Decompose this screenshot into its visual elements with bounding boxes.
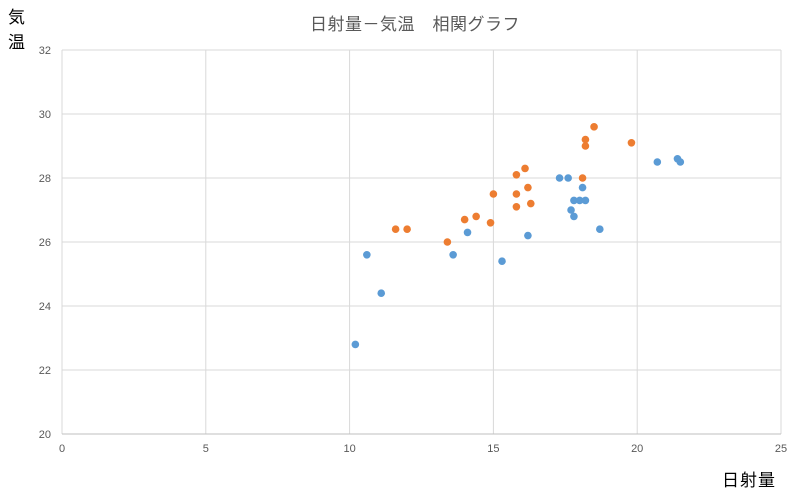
y-axis-label: 気温 xyxy=(8,8,25,53)
data-point-series2 xyxy=(403,225,411,233)
data-point-series1 xyxy=(575,196,584,205)
y-tick-label: 30 xyxy=(39,109,51,121)
data-point-series2 xyxy=(443,238,452,246)
data-point-series1 xyxy=(596,225,604,233)
data-point-series1 xyxy=(567,206,575,214)
data-point-series1 xyxy=(524,231,532,240)
gridlines xyxy=(61,49,782,435)
data-points xyxy=(351,123,685,349)
data-point-series2 xyxy=(391,225,400,233)
data-point-series2 xyxy=(512,190,521,198)
x-tick-label: 10 xyxy=(343,443,355,455)
data-point-series1 xyxy=(578,183,587,192)
data-point-series1 xyxy=(564,174,572,182)
x-axis-label: 日射量 xyxy=(722,471,776,491)
data-point-series1 xyxy=(463,228,472,237)
data-point-series2 xyxy=(489,190,498,198)
y-tick-label: 26 xyxy=(39,237,51,249)
data-point-series2 xyxy=(627,139,636,147)
data-point-series1 xyxy=(351,340,360,349)
data-point-series1 xyxy=(449,251,457,259)
y-tick-label: 24 xyxy=(39,301,51,313)
data-point-series1 xyxy=(676,158,685,166)
y-tick-label: 22 xyxy=(39,365,51,377)
data-point-series1 xyxy=(377,289,386,298)
y-tick-label: 28 xyxy=(39,173,51,185)
data-point-series2 xyxy=(581,142,590,150)
chart-title: 日射量－気温 相関グラフ xyxy=(310,15,520,35)
axis-ticks: 0 5 10 15 20 25 20 22 24 26 28 30 32 xyxy=(39,45,787,455)
x-tick-label: 15 xyxy=(487,443,499,455)
data-point-series1 xyxy=(555,174,564,182)
x-tick-label: 20 xyxy=(631,443,643,455)
x-tick-label: 25 xyxy=(775,443,787,455)
y-tick-label: 32 xyxy=(39,45,51,57)
data-point-series2 xyxy=(590,123,598,131)
y-tick-label: 20 xyxy=(39,429,51,441)
x-tick-label: 0 xyxy=(59,443,65,455)
data-point-series2 xyxy=(460,215,469,224)
data-point-series2 xyxy=(581,135,590,144)
data-point-series2 xyxy=(486,219,495,227)
data-point-series1 xyxy=(581,196,590,205)
data-point-series2 xyxy=(472,212,480,221)
data-point-series1 xyxy=(570,196,578,205)
data-point-series2 xyxy=(512,171,521,179)
data-point-series1 xyxy=(653,158,662,166)
data-point-series1 xyxy=(498,257,506,266)
data-point-series1 xyxy=(363,251,371,259)
data-point-series2 xyxy=(578,174,587,182)
data-point-series2 xyxy=(521,164,529,173)
data-point-series2 xyxy=(526,199,535,208)
x-tick-label: 5 xyxy=(203,443,209,455)
data-point-series1 xyxy=(570,212,578,221)
data-point-series2 xyxy=(512,203,521,211)
data-point-series2 xyxy=(524,183,532,192)
